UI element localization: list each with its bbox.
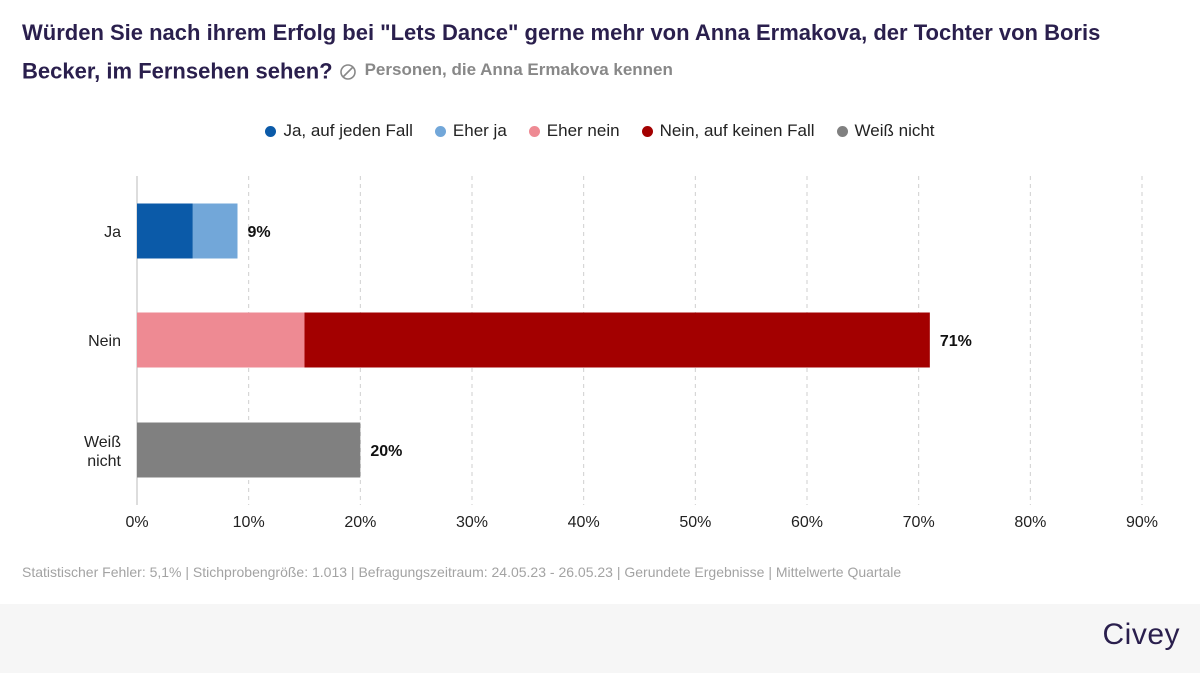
category-label: Weiß nicht [84, 434, 122, 470]
legend-item[interactable]: Nein, auf keinen Fall [641, 121, 815, 141]
legend-label: Weiß nicht [854, 121, 935, 140]
x-tick-label: 20% [344, 514, 376, 531]
category-label: Nein [88, 333, 121, 350]
x-tick-label: 50% [679, 514, 711, 531]
legend-label: Nein, auf keinen Fall [659, 121, 815, 140]
subtitle: Personen, die Anna Ermakova kennen [364, 60, 673, 79]
x-tick-label: 0% [125, 514, 148, 531]
title-text: Würden Sie nach ihrem Erfolg bei "Lets D… [22, 20, 1101, 84]
x-tick-label: 60% [791, 514, 823, 531]
legend-dot [641, 125, 653, 137]
legend-dot [434, 125, 446, 137]
legend-item[interactable]: Weiß nicht [836, 121, 935, 141]
x-tick-label: 90% [1126, 514, 1158, 531]
footer-note: Statistischer Fehler: 5,1% | Stichproben… [22, 564, 902, 580]
bar-segment [137, 312, 305, 368]
bar-total-label: 9% [248, 224, 271, 241]
subtitle-group: Personen, die Anna Ermakova kennen [333, 51, 673, 88]
category-label: Ja [104, 224, 121, 241]
bar-total-label: 20% [370, 443, 402, 460]
brand-logo[interactable]: Civey [1102, 618, 1180, 651]
bar-segment [137, 422, 361, 478]
x-tick-label: 10% [233, 514, 265, 531]
chart-title: Würden Sie nach ihrem Erfolg bei "Lets D… [22, 14, 1182, 90]
bar-segment [192, 203, 238, 259]
legend-dot [528, 125, 540, 137]
filter-icon[interactable] [339, 63, 357, 81]
legend-dot [836, 125, 848, 137]
bar-total-label: 71% [940, 333, 972, 350]
x-tick-label: 70% [903, 514, 935, 531]
legend: Ja, auf jeden Fall Eher ja Eher nein Nei… [0, 121, 1200, 141]
legend-label: Ja, auf jeden Fall [283, 121, 413, 140]
bar-segment [304, 312, 930, 368]
category-label-line: nicht [87, 453, 121, 470]
x-tick-label: 30% [456, 514, 488, 531]
legend-dot [265, 125, 277, 137]
x-tick-label: 80% [1014, 514, 1046, 531]
legend-label: Eher nein [546, 121, 620, 140]
legend-label: Eher ja [452, 121, 507, 140]
legend-item[interactable]: Ja, auf jeden Fall [265, 121, 413, 141]
footer-band [0, 604, 1200, 673]
x-tick-label: 40% [568, 514, 600, 531]
legend-item[interactable]: Eher ja [434, 121, 507, 141]
bar-segment [137, 203, 193, 259]
category-label-line: Weiß [84, 434, 121, 451]
bar-chart: 0% 10% 20% 30% 40% 50% 60% 70% 80% 90% 9% Ja 71% Nein… [84, 176, 1158, 531]
legend-item[interactable]: Eher nein [528, 121, 620, 141]
